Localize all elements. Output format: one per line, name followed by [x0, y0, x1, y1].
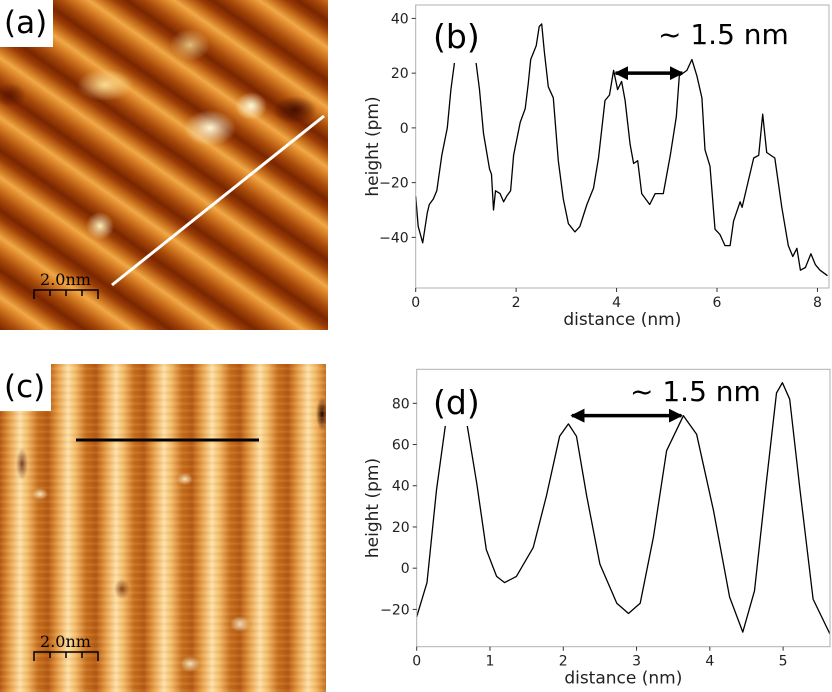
x-tick-label: 1 — [486, 654, 495, 670]
x-tick-label: 0 — [411, 295, 420, 311]
scale-bar-a: 2.0nm — [33, 270, 99, 300]
y-tick-label: 60 — [392, 438, 410, 454]
stm-image-a — [0, 0, 328, 330]
x-axis-label: distance (nm) — [563, 310, 681, 330]
line-profile-marker-a — [111, 114, 325, 287]
y-tick-label: −20 — [380, 602, 410, 618]
plot-frame — [416, 368, 831, 648]
x-tick-label: 0 — [412, 654, 421, 670]
scale-bar-ruler-a — [33, 289, 99, 299]
x-tick-label: 2 — [559, 654, 568, 670]
y-tick-label: 0 — [401, 561, 410, 577]
x-tick-label: 2 — [512, 295, 521, 311]
x-axis-label: distance (nm) — [564, 669, 682, 689]
scale-bar-label-c: 2.0nm — [40, 632, 91, 651]
scale-bar-c: 2.0nm — [33, 632, 99, 662]
x-tick-label: 3 — [632, 654, 641, 670]
profile-series-line — [415, 23, 828, 277]
y-axis-label: height (pm) — [363, 96, 383, 196]
y-tick-label: 20 — [391, 66, 409, 82]
y-tick-label: 80 — [392, 396, 410, 412]
panel-label-background — [433, 370, 471, 426]
spacing-annotation: ~ 1.5 nm — [630, 375, 761, 408]
y-axis-label: height (pm) — [363, 458, 383, 558]
spacing-annotation: ~ 1.5 nm — [658, 18, 789, 51]
x-tick-label: 8 — [813, 295, 822, 311]
y-tick-label: −40 — [379, 230, 409, 246]
y-tick-label: 40 — [391, 11, 409, 27]
height-profile-chart-b: (b) ~ 1.5 nm 0 2 4 6 8 −40 −20 0 20 40 distance (nm)… — [363, 4, 830, 330]
x-tick-label: 4 — [705, 654, 714, 670]
stm-image-c — [0, 364, 326, 692]
panel-label-background — [433, 5, 477, 63]
scale-bar-ruler-c — [33, 651, 99, 661]
scale-bar-label-a: 2.0nm — [40, 270, 91, 289]
panel-label-d: (d) — [433, 383, 480, 422]
panel-label-c: (c) — [0, 364, 52, 411]
x-tick-label: 4 — [612, 295, 621, 311]
panel-label-b: (b) — [433, 17, 480, 56]
y-tick-label: −20 — [379, 176, 409, 192]
x-tick-label: 5 — [779, 654, 788, 670]
profile-line-c — [76, 438, 259, 442]
x-tick-label: 6 — [713, 295, 722, 311]
height-profile-chart-d: (d) ~ 1.5 nm 0 1 2 3 4 5 −20 0 20 40 60 80 distance (n… — [363, 368, 831, 689]
plot-frame — [415, 4, 830, 289]
profile-line-a — [111, 114, 325, 287]
panel-label-a: (a) — [0, 0, 54, 47]
y-tick-label: 40 — [392, 479, 410, 495]
y-tick-label: 20 — [392, 520, 410, 536]
y-tick-label: 0 — [400, 121, 409, 137]
